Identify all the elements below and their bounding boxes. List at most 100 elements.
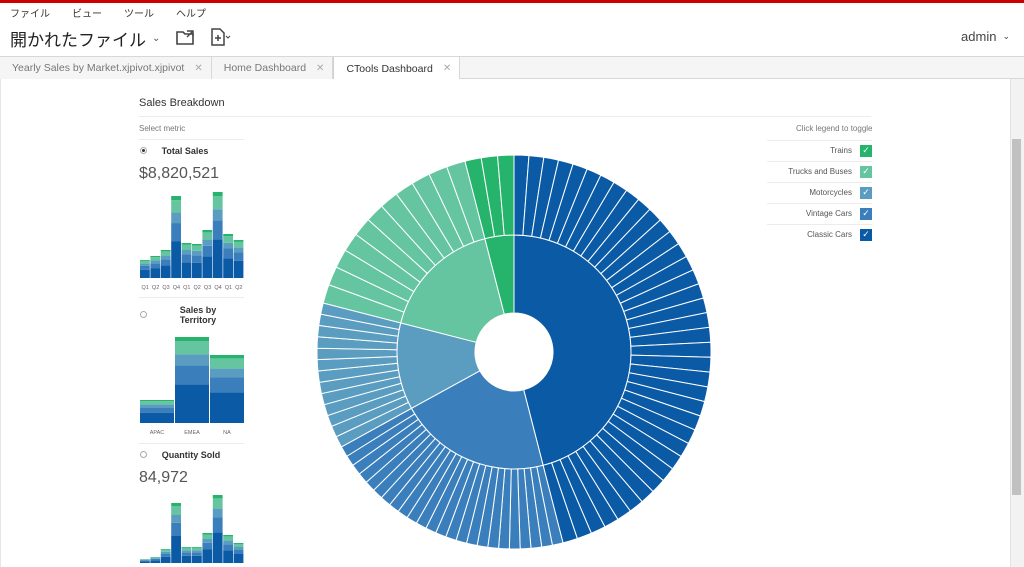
territory-bar-segment (175, 341, 209, 355)
sparkline-bar-segment (150, 256, 161, 258)
legend-checkbox[interactable]: ✓ (860, 144, 872, 157)
sparkline-bar-segment (160, 553, 171, 557)
territory-bar-segment (140, 407, 174, 413)
quarter-tick: Q2 (235, 285, 242, 291)
sparkline-bar-segment (140, 265, 150, 270)
sparkline-bar-segment (233, 549, 244, 554)
menu-help[interactable]: ヘルプ (176, 8, 206, 20)
close-icon[interactable]: ✕ (442, 63, 452, 74)
sparkline-bar-segment (212, 192, 223, 197)
sunburst-product-arc[interactable] (496, 155, 515, 236)
legend-item[interactable]: Classic Cars ✓ (767, 224, 872, 244)
sparkline-bar-segment (212, 532, 223, 563)
metric-label-total-sales: Total Sales (161, 146, 209, 156)
divider (139, 297, 244, 298)
legend-checkbox[interactable]: ✓ (860, 165, 872, 178)
new-file-icon[interactable] (209, 27, 231, 47)
territory-bar-segment (175, 365, 209, 385)
tab-home-dashboard[interactable]: Home Dashboard ✕ (211, 57, 334, 79)
sparkline-bar-segment (150, 260, 161, 264)
sparkline-bar-segment (233, 247, 244, 253)
menu-bar: ファイル ビュー ツール ヘルプ (0, 3, 1024, 21)
total-sales-sparkline[interactable]: Q1 Q2 Q3 Q4 Q1 Q2 Q3 Q4 Q1 Q2 (139, 190, 245, 292)
legend-label: Vintage Cars (805, 209, 852, 218)
sparkline-bar-segment (233, 543, 244, 544)
tab-label: Home Dashboard (223, 62, 307, 74)
radio-sales-by-territory[interactable] (140, 311, 147, 318)
radio-quantity-sold[interactable] (140, 451, 147, 458)
sparkline-bar-segment (202, 256, 213, 278)
legend-label: Motorcycles (809, 188, 852, 197)
tab-bar: Yearly Sales by Market.xjpivot.xjpivot ✕… (0, 56, 1024, 80)
legend-label: Classic Cars (807, 230, 852, 239)
legend-label: Trains (830, 146, 852, 155)
opened-files-dropdown[interactable]: 開かれたファイル ⌄ (10, 26, 160, 51)
quarter-tick: Q1 (142, 285, 149, 291)
legend-item[interactable]: Trucks and Buses ✓ (767, 161, 872, 181)
sparkline-bar-segment (202, 230, 213, 233)
username: admin (961, 29, 997, 44)
territory-bar-segment (140, 400, 174, 402)
sparkline-bar-segment (171, 200, 181, 213)
sparkline-bar-segment (160, 549, 171, 550)
close-icon[interactable]: ✕ (316, 62, 325, 74)
menu-file[interactable]: ファイル (10, 8, 50, 20)
divider (139, 116, 871, 117)
legend-item[interactable]: Vintage Cars ✓ (767, 203, 872, 223)
sparkline-bar-segment (171, 536, 181, 563)
legend-item[interactable]: Trains ✓ (767, 140, 872, 160)
legend-checkbox[interactable]: ✓ (860, 207, 872, 220)
sparkline-bar-segment (233, 252, 244, 261)
sparkline-bar-segment (233, 547, 244, 550)
sparkline-bar-segment (171, 212, 181, 224)
quantity-sold-sparkline[interactable] (139, 493, 245, 565)
menu-view[interactable]: ビュー (72, 8, 102, 20)
radio-total-sales[interactable] (140, 147, 147, 154)
sparkline-bar-segment (233, 260, 244, 278)
menu-tools[interactable]: ツール (124, 8, 154, 20)
quarter-tick: Q2 (194, 285, 201, 291)
territory-bar-chart[interactable]: APAC EMEA NA (139, 335, 245, 439)
sparkline-bar-segment (181, 547, 192, 551)
sparkline-bar-segment (150, 560, 161, 563)
territory-bar-segment (210, 358, 244, 369)
sparkline-bar-segment (212, 517, 223, 533)
sparkline-bar-segment (233, 554, 244, 563)
sparkline-bar-segment (223, 535, 233, 537)
territory-tick: EMEA (184, 430, 200, 436)
sparkline-bar-segment (160, 556, 171, 563)
sparkline-bar-segment (212, 209, 223, 221)
sparkline-bar-segment (223, 248, 233, 259)
sparkline-bar-segment (140, 559, 150, 561)
sparkline-bar-segment (212, 196, 223, 210)
sparkline-bar-segment (192, 555, 202, 563)
user-menu[interactable]: admin ⌄ (961, 29, 1010, 44)
sparkline-bar-segment (192, 550, 202, 553)
legend-checkbox[interactable]: ✓ (860, 228, 872, 241)
close-icon[interactable]: ✕ (194, 62, 203, 74)
tab-yearly-sales[interactable]: Yearly Sales by Market.xjpivot.xjpivot ✕ (0, 57, 212, 79)
territory-bar-segment (210, 368, 244, 378)
sparkline-bar-segment (233, 241, 244, 248)
sparkline-bar-segment (223, 258, 233, 278)
sparkline-bar-segment (140, 260, 150, 261)
tab-ctools-dashboard[interactable]: CTools Dashboard ✕ (333, 57, 461, 80)
sparkline-bar-segment (140, 269, 150, 278)
panel-title: Sales Breakdown (139, 97, 225, 109)
sparkline-bar-segment (171, 503, 181, 506)
legend-label: Trucks and Buses (788, 167, 852, 176)
quarter-tick: Q4 (173, 285, 180, 291)
sparkline-bar-segment (171, 223, 181, 242)
sparkline-bar-segment (181, 550, 192, 553)
territory-bar-segment (140, 412, 174, 423)
sparkline-bar-segment (223, 236, 233, 243)
quarter-tick: Q1 (225, 285, 232, 291)
sparkline-bar-segment (171, 522, 181, 536)
sales-breakdown-sunburst[interactable] (316, 155, 714, 549)
legend-checkbox[interactable]: ✓ (860, 186, 872, 199)
open-folder-icon[interactable] (175, 27, 197, 47)
territory-bar-segment (175, 384, 209, 423)
sparkline-bar-segment (140, 561, 150, 563)
scrollbar-thumb[interactable] (1012, 139, 1021, 495)
legend-item[interactable]: Motorcycles ✓ (767, 182, 872, 202)
